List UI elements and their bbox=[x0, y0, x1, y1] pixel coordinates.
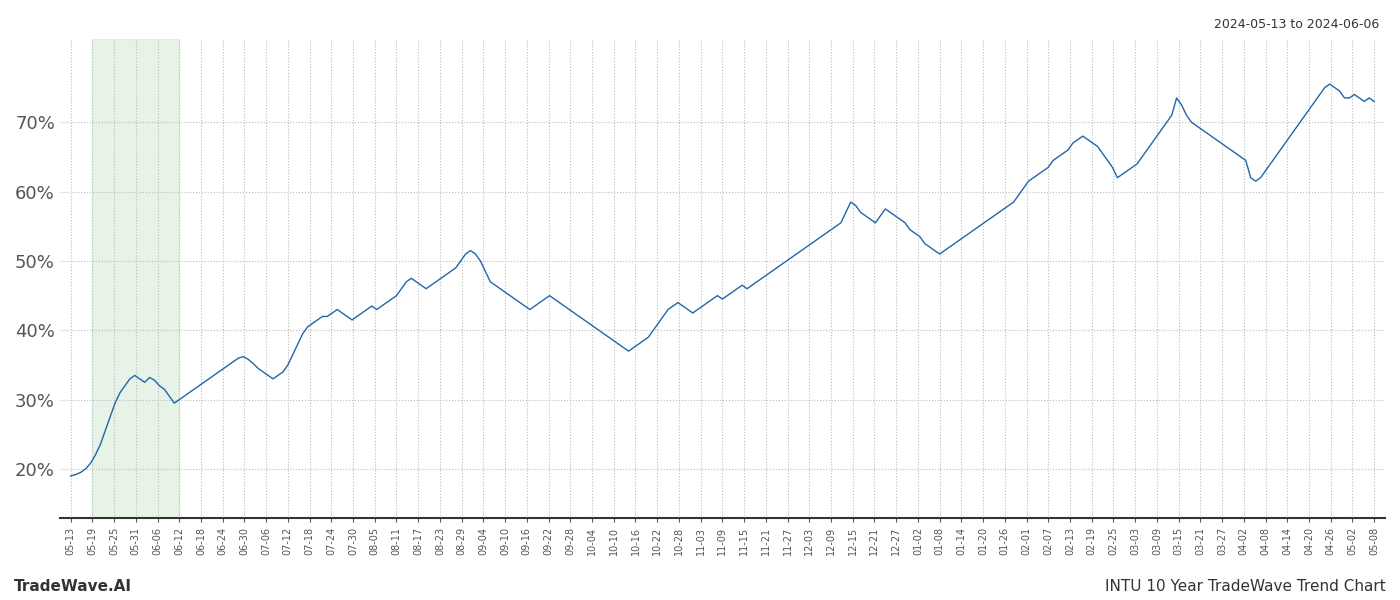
Text: 2024-05-13 to 2024-06-06: 2024-05-13 to 2024-06-06 bbox=[1214, 18, 1379, 31]
Text: INTU 10 Year TradeWave Trend Chart: INTU 10 Year TradeWave Trend Chart bbox=[1105, 579, 1386, 594]
Bar bbox=[92, 39, 179, 518]
Text: TradeWave.AI: TradeWave.AI bbox=[14, 579, 132, 594]
